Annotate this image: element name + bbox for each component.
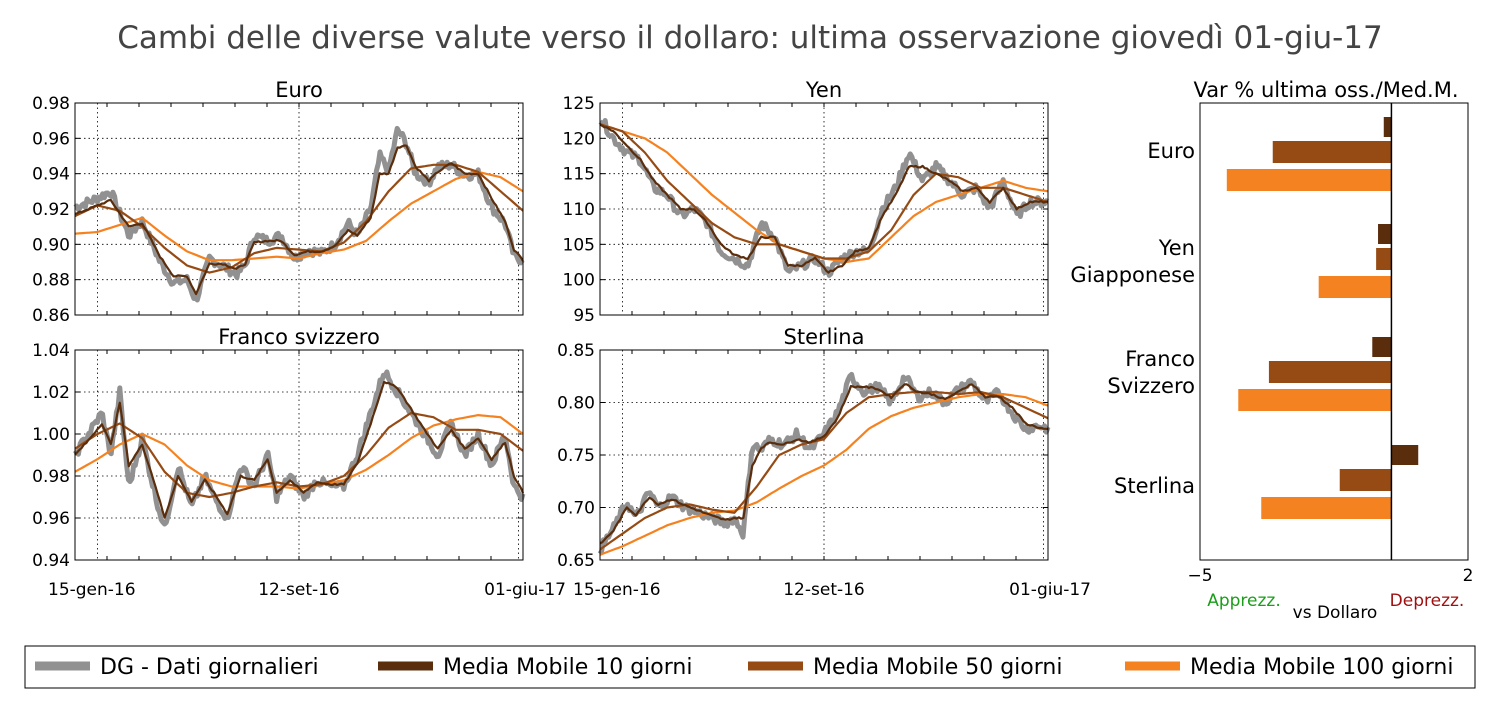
y-tick-label: 1.00 (32, 425, 70, 445)
legend-label: Media Mobile 10 giorni (443, 655, 692, 680)
bar-ma100 (1226, 169, 1392, 191)
y-tick-label: 100 (563, 271, 595, 291)
plot-frame (599, 349, 1049, 561)
x-tick-label: −5 (1187, 566, 1212, 586)
y-tick-label: 115 (563, 165, 595, 185)
series-line-ma100 (599, 393, 1049, 556)
y-tick-label: 0.86 (32, 306, 70, 326)
y-tick-label: 0.80 (557, 394, 595, 414)
x-tick-label: 15-gen-16 (48, 580, 136, 600)
series-line-ma100 (74, 170, 524, 262)
y-tick-label: 125 (563, 94, 595, 114)
series-line-ma10 (74, 144, 524, 296)
x-tick-label: 15-gen-16 (573, 580, 661, 600)
bar-ma100 (1261, 497, 1392, 519)
bar-ma100 (1318, 276, 1392, 298)
panel-title: Sterlina (784, 325, 865, 349)
series-line-ma50 (599, 390, 1049, 551)
panel-sterlina: Sterlina 0.65 0.70 0.75 0.80 0.85 15-gen-16 12-… (557, 325, 1091, 600)
y-tick-label: 1.04 (32, 341, 70, 361)
series-line-ma50 (599, 123, 1049, 260)
bar-panel: Var % ultima oss./Med.M. Euro Yen Giappones… (1070, 78, 1473, 623)
plot-frame (74, 349, 524, 561)
category-label-line: Franco (1125, 347, 1195, 371)
y-tick-label: 120 (563, 129, 595, 149)
vs-dollaro-label: vs Dollaro (1293, 603, 1378, 623)
bar-ma50 (1268, 361, 1392, 383)
bar-ma50 (1339, 469, 1392, 491)
category-label-line: Svizzero (1107, 374, 1195, 398)
x-tick-label: 01-giu-17 (1009, 580, 1091, 600)
series-line-ma100 (74, 414, 524, 490)
deprezz-label: Deprezz. (1390, 591, 1465, 611)
bar-ma50 (1376, 248, 1392, 270)
bar-panel-title: Var % ultima oss./Med.M. (1193, 78, 1458, 102)
series-line-daily (597, 371, 1051, 556)
y-tick-label: 0.94 (32, 165, 70, 185)
bar-ma10 (1383, 117, 1392, 137)
plot-frame (1199, 102, 1469, 561)
panel-title: Yen (805, 78, 842, 102)
y-tick-label: 0.75 (557, 446, 595, 466)
panel-title: Franco svizzero (218, 325, 380, 349)
legend-label: Media Mobile 100 giorni (1190, 655, 1453, 680)
y-tick-label: 0.98 (32, 94, 70, 114)
series-line-ma10 (74, 380, 525, 519)
category-label-line: Giapponese (1070, 263, 1195, 287)
series-line-daily (73, 369, 526, 527)
y-tick-label: 0.88 (32, 271, 70, 291)
y-tick-label: 0.92 (32, 200, 70, 220)
plot-frame (599, 102, 1049, 316)
y-tick-label: 110 (563, 200, 595, 220)
apprezz-label: Apprezz. (1207, 591, 1281, 611)
bar-ma10 (1372, 337, 1392, 357)
legend-label: Media Mobile 50 giorni (813, 655, 1062, 680)
category-label-line: Sterlina (1114, 474, 1195, 498)
y-tick-label: 105 (563, 235, 595, 255)
category-label: Sterlina (1114, 474, 1195, 498)
bar-ma10 (1391, 445, 1419, 465)
y-tick-label: 0.85 (557, 341, 595, 361)
category-label: Yen Giapponese (1070, 236, 1195, 287)
x-tick-label: 12-set-16 (258, 580, 340, 600)
bar-ma50 (1272, 141, 1392, 163)
figure-title: Cambi delle diverse valute verso il doll… (117, 20, 1382, 56)
x-tick-label: 01-giu-17 (484, 580, 566, 600)
y-tick-label: 0.94 (32, 551, 70, 571)
panel-franco-svizzero: Franco svizzero 0.94 0.96 0.98 1.00 1.02 1.04 1… (32, 325, 566, 600)
bar-ma100 (1238, 389, 1392, 411)
x-tick-label: 12-set-16 (783, 580, 865, 600)
panel-title: Euro (275, 78, 323, 102)
series-line-ma10 (599, 383, 1049, 545)
category-label-line: Euro (1147, 139, 1195, 163)
y-tick-label: 0.98 (32, 467, 70, 487)
y-tick-label: 0.65 (557, 551, 595, 571)
y-tick-label: 0.90 (32, 235, 70, 255)
y-tick-label: 0.70 (557, 499, 595, 519)
x-tick-label: 2 (1463, 566, 1474, 586)
series-line-ma10 (599, 123, 1049, 274)
y-tick-label: 0.96 (32, 509, 70, 529)
bar-ma10 (1378, 224, 1392, 244)
category-label: Franco Svizzero (1107, 347, 1195, 398)
legend: DG - Dati giornalieri Media Mobile 10 gio… (24, 645, 1476, 689)
y-tick-label: 95 (573, 306, 595, 326)
panel-yen: Yen 95 100 105 110 115 120 125 (563, 78, 1049, 326)
category-label-line: Yen (1158, 236, 1195, 260)
y-tick-label: 1.02 (32, 383, 70, 403)
category-label: Euro (1147, 139, 1195, 163)
panel-euro: Euro 0.86 0.88 0.90 0.92 0.94 0.96 0.98 (32, 78, 525, 326)
panels: Euro 0.86 0.88 0.90 0.92 0.94 0.96 0.98 Yen 95 100… (32, 78, 1091, 600)
plot-frame (74, 102, 524, 316)
legend-label: DG - Dati giornalieri (100, 655, 319, 680)
y-tick-label: 0.96 (32, 129, 70, 149)
